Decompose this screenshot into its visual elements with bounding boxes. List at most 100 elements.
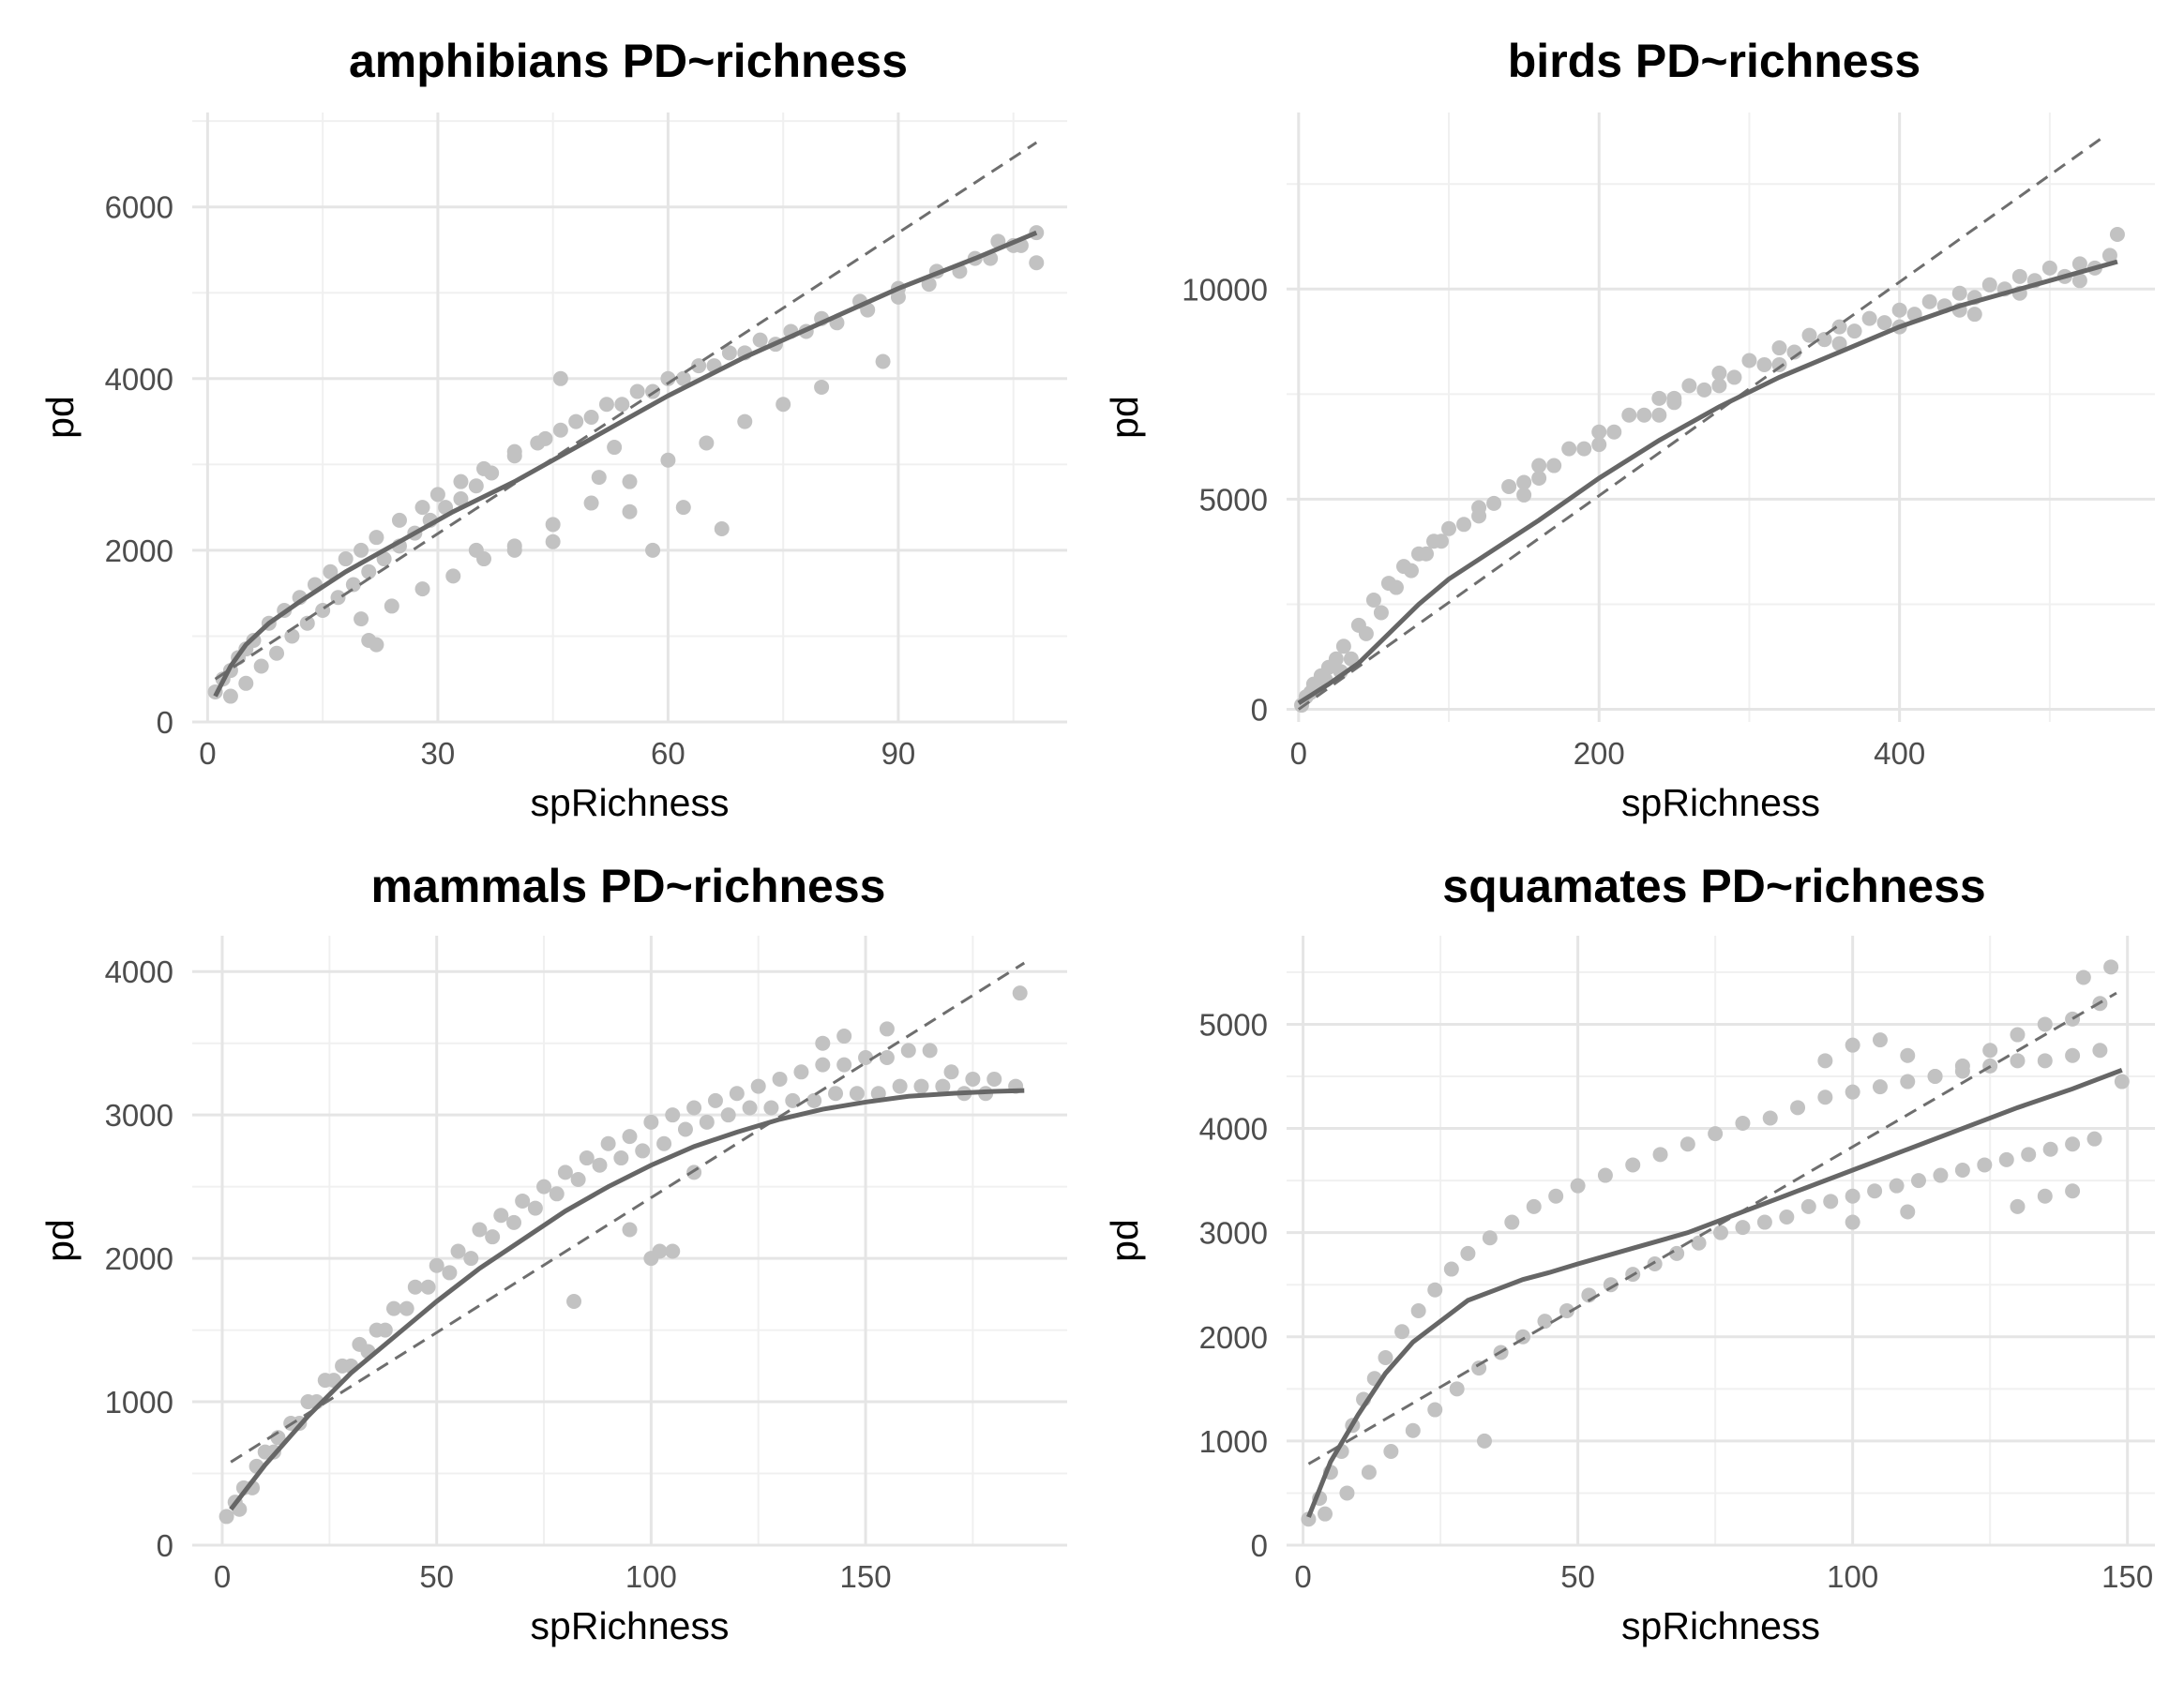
data-point [506, 1214, 522, 1230]
data-point [1591, 437, 1607, 453]
y-axis-title: pd [38, 1219, 82, 1262]
data-point [793, 1064, 809, 1080]
data-point [591, 470, 607, 486]
reference-line [230, 961, 1026, 1464]
data-point [742, 1100, 758, 1116]
y-axis-title: pd [1103, 396, 1146, 439]
data-point [385, 1300, 401, 1316]
data-point [506, 448, 522, 464]
x-tick-label: 400 [1874, 736, 1925, 771]
data-point [2065, 1183, 2081, 1199]
data-point [1977, 1157, 1993, 1173]
data-point [1790, 1100, 1806, 1116]
data-point [686, 1100, 702, 1116]
panel-title: birds PD~richness [1508, 35, 1920, 87]
fit-curve [229, 1088, 1025, 1511]
data-point [1651, 390, 1667, 406]
data-point [284, 628, 300, 644]
data-point [836, 1057, 852, 1073]
data-point [1711, 365, 1727, 381]
data-point [879, 1050, 895, 1065]
data-point [2103, 959, 2119, 975]
data-point [600, 1135, 616, 1151]
x-axis-title: spRichness [531, 781, 730, 824]
data-point [1486, 495, 1502, 511]
x-axis-title: spRichness [1621, 1604, 1820, 1647]
y-tick-label: 1000 [105, 1385, 173, 1420]
data-point [1845, 1084, 1860, 1100]
y-tick-label: 2000 [105, 533, 173, 568]
data-point [438, 500, 454, 516]
data-point [1449, 1381, 1465, 1397]
data-point [2037, 1016, 2053, 1032]
data-point [737, 413, 753, 429]
y-tick-label: 4000 [105, 954, 173, 989]
data-point [1418, 546, 1434, 562]
data-point [493, 1208, 509, 1224]
x-tick-label: 150 [840, 1559, 892, 1594]
data-point [1954, 1058, 1970, 1074]
data-point [484, 465, 500, 481]
data-point [2065, 1136, 2081, 1152]
data-point [699, 1114, 715, 1130]
data-point [1771, 340, 1787, 356]
data-point [1669, 1245, 1685, 1261]
x-tick-label: 100 [625, 1559, 677, 1594]
data-point [323, 564, 339, 579]
data-point [879, 1021, 895, 1037]
data-point [414, 500, 430, 516]
data-point [557, 1165, 573, 1180]
data-point [2041, 260, 2057, 276]
x-axis-title: spRichness [1621, 781, 1820, 824]
data-point [442, 1265, 458, 1281]
data-point [1691, 1235, 1707, 1251]
data-point [870, 1086, 886, 1102]
data-point [1361, 1465, 1377, 1480]
data-point [1696, 382, 1712, 398]
data-point [468, 542, 484, 558]
x-tick-label: 0 [1290, 736, 1307, 771]
data-point [1012, 985, 1028, 1001]
data-point [583, 410, 599, 425]
data-point [922, 1043, 938, 1059]
data-point [545, 517, 561, 533]
data-point [2065, 1047, 2081, 1063]
data-point [1845, 1037, 1860, 1053]
x-tick-label: 30 [421, 736, 456, 771]
data-point [463, 1251, 479, 1267]
panel-title: mammals PD~richness [371, 860, 886, 912]
data-point [568, 413, 584, 429]
y-tick-label: 10000 [1182, 272, 1268, 307]
data-point [1597, 1167, 1613, 1183]
y-tick-label: 0 [1251, 693, 1268, 728]
data-point [1358, 625, 1374, 641]
data-point [485, 1229, 501, 1245]
data-point [1966, 307, 1982, 323]
data-point [652, 1243, 668, 1259]
data-point [622, 503, 638, 519]
data-point [1561, 441, 1577, 457]
data-point [1410, 1303, 1426, 1318]
data-point [1636, 407, 1652, 423]
data-point [2037, 1188, 2053, 1204]
data-point [1831, 319, 1847, 335]
data-point [369, 637, 384, 653]
panel-title: squamates PD~richness [1442, 860, 1985, 912]
data-point [614, 397, 630, 413]
data-point [269, 645, 285, 661]
data-point [1328, 651, 1344, 667]
data-point [1845, 1188, 1860, 1204]
data-point [785, 1092, 801, 1108]
data-point [645, 542, 661, 558]
data-point [570, 1172, 586, 1187]
data-point [361, 564, 377, 579]
data-point [1817, 1053, 1833, 1069]
data-point [2037, 1053, 2053, 1069]
data-point [552, 422, 568, 438]
y-tick-label: 4000 [1199, 1112, 1268, 1147]
data-point [1471, 1360, 1487, 1376]
data-point [665, 1243, 681, 1259]
data-point [613, 1150, 629, 1166]
data-point [1756, 1214, 1772, 1230]
data-point [399, 1300, 414, 1316]
